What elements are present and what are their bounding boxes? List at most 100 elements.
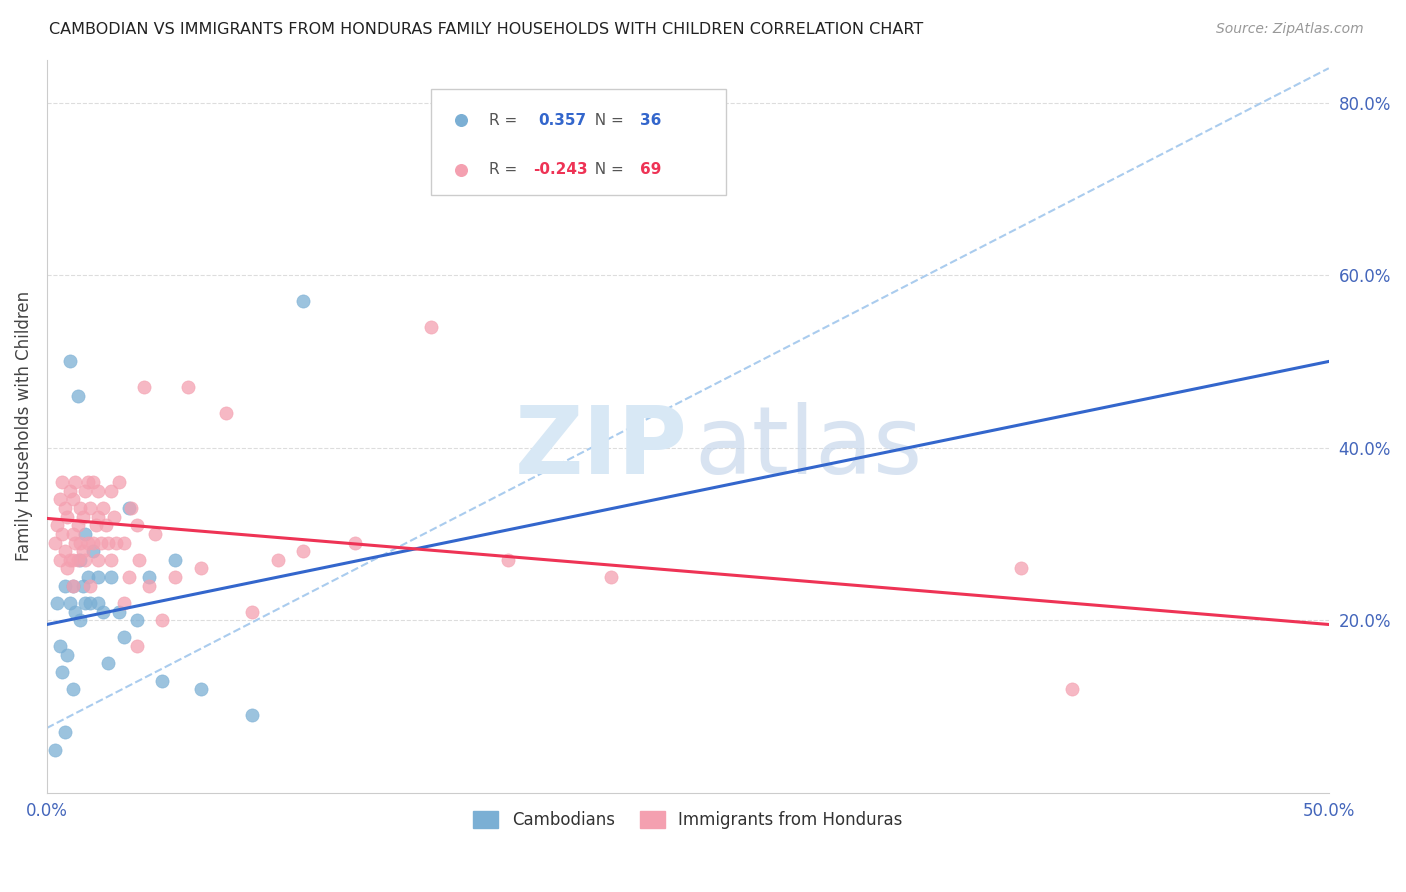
Point <box>79 579 101 593</box>
Point <box>62 492 84 507</box>
Point <box>79 596 101 610</box>
Point <box>63 535 86 549</box>
Text: 36: 36 <box>640 112 662 128</box>
Point <box>56 648 79 662</box>
Point <box>75 553 97 567</box>
Point <box>100 483 122 498</box>
Point <box>53 501 76 516</box>
Legend: Cambodians, Immigrants from Honduras: Cambodians, Immigrants from Honduras <box>467 804 910 836</box>
Point <box>190 561 212 575</box>
Point <box>44 535 66 549</box>
Point <box>53 725 76 739</box>
Point <box>69 535 91 549</box>
Point <box>82 475 104 490</box>
Point <box>125 613 148 627</box>
Point <box>103 509 125 524</box>
Point <box>51 475 73 490</box>
Text: R =: R = <box>489 112 527 128</box>
Point <box>82 535 104 549</box>
FancyBboxPatch shape <box>432 89 727 195</box>
Point <box>112 535 135 549</box>
Point <box>77 535 100 549</box>
Point <box>125 639 148 653</box>
Text: Source: ZipAtlas.com: Source: ZipAtlas.com <box>1216 22 1364 37</box>
Point <box>56 561 79 575</box>
Point <box>87 553 110 567</box>
Point <box>66 553 89 567</box>
Point <box>63 605 86 619</box>
Point <box>84 518 107 533</box>
Point <box>420 320 443 334</box>
Point <box>79 501 101 516</box>
Point <box>863 53 886 67</box>
Text: CAMBODIAN VS IMMIGRANTS FROM HONDURAS FAMILY HOUSEHOLDS WITH CHILDREN CORRELATIO: CAMBODIAN VS IMMIGRANTS FROM HONDURAS FA… <box>49 22 924 37</box>
Point <box>292 544 315 558</box>
Point <box>240 708 263 723</box>
Point <box>44 742 66 756</box>
Point <box>75 483 97 498</box>
Point <box>59 354 82 368</box>
Point <box>112 631 135 645</box>
Point <box>66 389 89 403</box>
Point <box>87 483 110 498</box>
Point <box>118 570 141 584</box>
Point <box>82 544 104 558</box>
Text: atlas: atlas <box>695 402 922 494</box>
Point <box>165 553 187 567</box>
Point <box>77 570 100 584</box>
Point <box>143 527 166 541</box>
Point <box>498 553 520 567</box>
Point <box>292 294 315 309</box>
Point <box>91 501 114 516</box>
Point <box>1010 561 1032 575</box>
Point <box>100 570 122 584</box>
Point <box>59 553 82 567</box>
Point <box>75 596 97 610</box>
Point <box>90 535 112 549</box>
Point <box>190 682 212 697</box>
Point <box>87 596 110 610</box>
Point <box>62 553 84 567</box>
Point <box>69 501 91 516</box>
Point <box>69 553 91 567</box>
Point <box>1062 682 1084 697</box>
Point <box>215 406 238 420</box>
Point <box>46 596 69 610</box>
Point <box>128 553 150 567</box>
Point <box>107 605 129 619</box>
Point <box>59 596 82 610</box>
Point <box>62 579 84 593</box>
Point <box>72 544 94 558</box>
Point <box>97 535 120 549</box>
Point <box>72 509 94 524</box>
Point <box>48 553 70 567</box>
Point <box>125 518 148 533</box>
Text: 0.357: 0.357 <box>538 112 586 128</box>
Text: 69: 69 <box>640 162 662 178</box>
Point <box>51 665 73 679</box>
Point <box>48 492 70 507</box>
Point <box>51 527 73 541</box>
Point <box>600 570 623 584</box>
Point <box>107 475 129 490</box>
Point <box>165 570 187 584</box>
Point <box>62 682 84 697</box>
Point <box>121 501 143 516</box>
Text: -0.243: -0.243 <box>533 162 588 178</box>
Point <box>138 579 160 593</box>
Point <box>863 0 886 9</box>
Point <box>63 475 86 490</box>
Point <box>150 613 173 627</box>
Point <box>91 605 114 619</box>
Point <box>240 605 263 619</box>
Point <box>105 535 128 549</box>
Point <box>138 570 160 584</box>
Point <box>150 673 173 688</box>
Point <box>62 579 84 593</box>
Point <box>66 518 89 533</box>
Point <box>69 613 91 627</box>
Point <box>134 380 156 394</box>
Text: N =: N = <box>585 112 628 128</box>
Point <box>46 518 69 533</box>
Y-axis label: Family Households with Children: Family Households with Children <box>15 291 32 561</box>
